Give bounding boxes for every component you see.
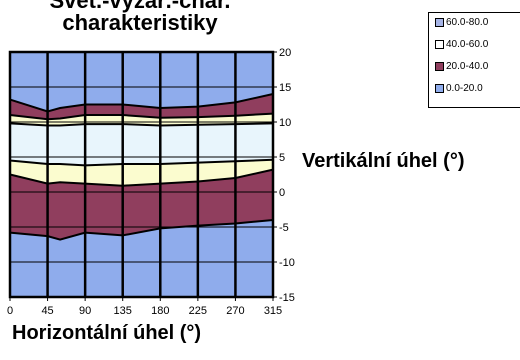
y-tick-label-5: 5 (279, 152, 285, 164)
legend-label-40-60: 40.0-60.0 (446, 38, 489, 50)
band-center-60-80 (10, 123, 273, 166)
chart-title-line-1: Svět.-vyzař.-char. (49, 0, 231, 13)
x-tick-label-225: 225 (189, 305, 207, 317)
band-lower-40-60 (10, 159, 273, 186)
y-axis-title: Vertikální úhel (°) (302, 150, 465, 172)
y-tick-label-10: 10 (279, 117, 291, 129)
band-upper-0-20 (10, 52, 273, 112)
legend-item-20-40: 20.0-40.0 (435, 59, 488, 73)
y-tick-label-20: 20 (279, 47, 291, 59)
x-tick-label-180: 180 (151, 305, 169, 317)
band-lower-20-40 (10, 169, 273, 240)
legend-item-40-60: 40.0-60.0 (435, 37, 488, 51)
x-tick-label-90: 90 (79, 305, 91, 317)
legend-swatch-60-80 (435, 17, 444, 27)
y-tick-label--5: -5 (279, 222, 289, 234)
legend-swatch-0-20 (435, 83, 444, 93)
x-tick-label-0: 0 (7, 305, 13, 317)
legend-label-20-40: 20.0-40.0 (446, 60, 489, 72)
legend-item-60-80: 60.0-80.0 (435, 15, 488, 29)
band-lower-0-20 (10, 220, 273, 297)
y-tick-label--10: -10 (279, 257, 295, 269)
legend-swatch-20-40 (435, 61, 444, 71)
x-tick-label-135: 135 (114, 305, 132, 317)
y-tick-label--15: -15 (279, 292, 295, 304)
chart-legend: 60.0-80.0 40.0-60.0 20.0-40.0 0.0-20.0 (428, 12, 520, 108)
x-tick-label-45: 45 (41, 305, 53, 317)
legend-label-0-20: 0.0-20.0 (446, 82, 483, 94)
plot-frame (8, 50, 275, 299)
y-tick-label-15: 15 (279, 82, 291, 94)
chart-title-line-2: charakteristiky (62, 10, 218, 35)
legend-item-0-20: 0.0-20.0 (435, 81, 483, 95)
x-tick-label-270: 270 (226, 305, 244, 317)
legend-label-60-80: 60.0-80.0 (446, 16, 489, 28)
legend-swatch-40-60 (435, 39, 444, 49)
x-axis-title: Horizontální úhel (°) (12, 322, 202, 344)
x-tick-label-315: 315 (264, 305, 282, 317)
y-tick-label-0: 0 (279, 187, 285, 199)
